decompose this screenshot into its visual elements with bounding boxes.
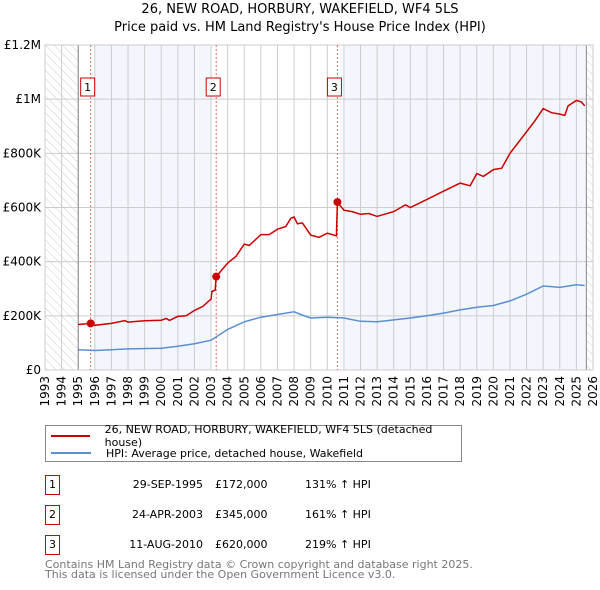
x-tick-label: 2023 [536, 376, 550, 407]
price-chart: 1993 1994 1995 1996 1997 1998 1999 2000 2001 2002… [3, 38, 600, 407]
x-tick-label: 2005 [237, 376, 251, 407]
license-text: This data is licensed under the Open Gov… [45, 568, 396, 581]
sale-hpi: 219% ↑ HPI [305, 538, 371, 551]
x-tick-label: 1998 [121, 376, 135, 407]
x-tick-label: 2013 [370, 376, 384, 407]
x-tick-label: 2003 [204, 376, 218, 407]
legend-label: HPI: Average price, detached house, Wake… [106, 446, 364, 460]
sale-date: 11-AUG-2010 [129, 538, 203, 551]
blue-line-swatch [51, 452, 91, 454]
sale-number: 3 [45, 535, 60, 555]
x-tick-label: 1994 [55, 376, 69, 407]
legend-item-hpi: HPI: Average price, detached house, Wake… [51, 446, 363, 460]
x-tick-label: 2007 [270, 376, 284, 407]
sale-label-box [80, 77, 96, 97]
y-tick-label: £1M [15, 92, 41, 106]
x-tick-label: 2019 [470, 376, 484, 407]
x-tick-label: 2021 [503, 376, 517, 407]
x-tick-label: 2004 [221, 376, 235, 407]
y-tick-label: £600K [3, 201, 43, 215]
y-tick-label: £1.2M [4, 38, 41, 52]
x-tick-label: 2006 [254, 376, 268, 407]
legend: 26, NEW ROAD, HORBURY, WAKEFIELD, WF4 5L… [45, 423, 462, 462]
sale-price: £620,000 [215, 538, 268, 551]
subtitle-line: Price paid vs. HM Land Registry's House … [114, 20, 486, 35]
y-tick-label: £800K [3, 146, 43, 160]
x-tick-label: 1995 [71, 376, 85, 407]
copyright-text: Contains HM Land Registry data © Crown c… [45, 558, 473, 571]
x-tick-label: 2017 [437, 376, 451, 407]
sale-label-number: 3 [331, 81, 338, 94]
red-line-swatch [51, 435, 90, 437]
x-tick-label: 2002 [187, 376, 201, 407]
sale-point [333, 198, 342, 207]
x-tick-label: 2022 [520, 376, 534, 407]
legend-item-property: 26, NEW ROAD, HORBURY, WAKEFIELD, WF4 5L… [51, 423, 461, 449]
x-tick-label: 2024 [553, 376, 567, 407]
x-tick-label: 1999 [138, 376, 152, 407]
x-tick-label: 2015 [403, 376, 417, 407]
x-tick-label: 1997 [104, 376, 118, 407]
x-tick-label: 2014 [387, 376, 401, 407]
sale-label-box [326, 77, 342, 97]
sale-number: 2 [45, 505, 60, 525]
x-tick-label: 2009 [304, 376, 318, 407]
sale-price: £172,000 [215, 478, 268, 491]
y-tick-label: £400K [3, 255, 43, 269]
chart-title: 26, NEW ROAD, HORBURY, WAKEFIELD, WF4 5L… [0, 1, 600, 37]
sale-label-number: 2 [210, 81, 217, 94]
x-tick-label: 2008 [287, 376, 301, 407]
y-tick-label: £0 [26, 363, 41, 377]
sale-hpi: 161% ↑ HPI [305, 508, 371, 521]
legend-label: 26, NEW ROAD, HORBURY, WAKEFIELD, WF4 5L… [104, 423, 433, 449]
sale-point [212, 272, 221, 281]
series-line [78, 99, 586, 327]
plot-frame [44, 44, 594, 371]
sale-number: 1 [45, 475, 60, 495]
sale-date: 24-APR-2003 [131, 508, 203, 521]
x-tick-label: 2000 [154, 376, 168, 407]
x-tick-label: 2026 [586, 376, 600, 407]
x-tick-label: 1993 [38, 376, 52, 407]
x-tick-label: 2012 [354, 376, 368, 407]
x-tick-label: 2010 [320, 376, 334, 407]
footer: Contains HM Land Registry data © Crown c… [45, 558, 473, 581]
title-line: 26, NEW ROAD, HORBURY, WAKEFIELD, WF4 5L… [141, 2, 459, 17]
y-tick-label: £200K [3, 309, 43, 323]
sale-label-number: 1 [84, 81, 91, 94]
sale-price: £345,000 [215, 508, 268, 521]
x-tick-label: 2011 [337, 376, 351, 407]
x-tick-label: 2020 [486, 376, 500, 407]
sale-point [86, 319, 95, 328]
sale-hpi: 131% ↑ HPI [305, 478, 371, 491]
sale-date: 29-SEP-1995 [132, 478, 203, 491]
sale-label-box [205, 77, 221, 97]
x-tick-label: 2018 [453, 376, 467, 407]
x-tick-label: 2001 [171, 376, 185, 407]
x-tick-label: 1996 [88, 376, 102, 407]
x-tick-label: 2016 [420, 376, 434, 407]
series-line [78, 283, 585, 352]
x-tick-label: 2025 [569, 376, 583, 407]
